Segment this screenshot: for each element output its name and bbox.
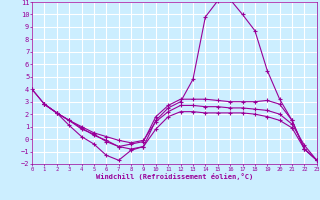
X-axis label: Windchill (Refroidissement éolien,°C): Windchill (Refroidissement éolien,°C) — [96, 173, 253, 180]
